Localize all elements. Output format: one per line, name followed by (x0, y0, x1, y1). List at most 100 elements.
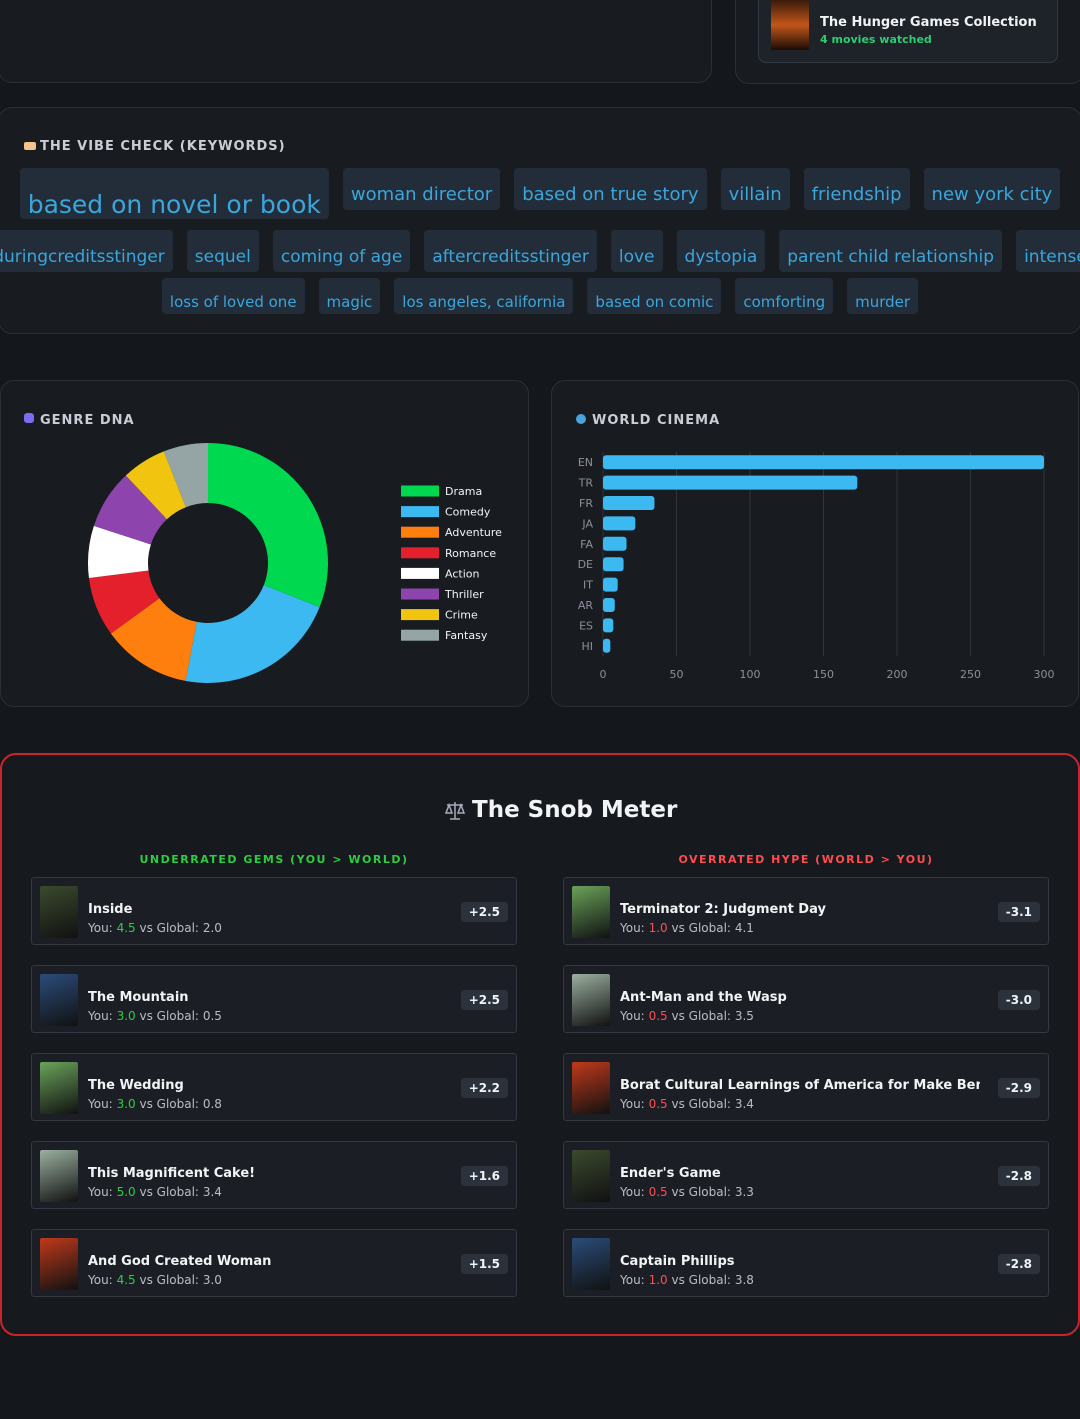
poster (40, 886, 78, 938)
rating-text: 3.0 (116, 1009, 136, 1023)
movie-row[interactable]: Terminator 2: Judgment Day You: 1.0 vs Gl… (563, 877, 1049, 945)
poster (572, 974, 610, 1026)
rating-text: 3.4 (734, 1097, 754, 1111)
rating-text: 4.5 (116, 1273, 136, 1287)
world-card (551, 380, 1079, 707)
keyword-tag[interactable]: comforting (735, 278, 834, 314)
keyword-tag[interactable]: based on comic (587, 278, 722, 314)
rating-text: 3.5 (734, 1009, 754, 1023)
diff-badge: -2.8 (997, 1166, 1040, 1186)
rating-text: vs Global: (671, 1185, 731, 1199)
poster (572, 886, 610, 938)
keyword-row: based on novel or book woman director base… (0, 168, 1080, 219)
movie-title: And God Created Woman (88, 1254, 272, 1269)
keyword-row: duringcreditsstinger sequel coming of age a… (0, 230, 1080, 272)
rating-text: 0.5 (648, 1185, 668, 1199)
movie-title: Borat Cultural Learnings of America for … (620, 1078, 980, 1093)
rating-text: 4.1 (734, 921, 754, 935)
rating-compare: You: 0.5 vs Global: 3.5 (620, 1009, 754, 1023)
rating-text: vs Global: (671, 1097, 731, 1111)
movie-row[interactable]: Inside You: 4.5 vs Global: 2.0 +2.5 (31, 877, 517, 945)
movie-title: Terminator 2: Judgment Day (620, 902, 826, 917)
rating-text: You: (620, 1185, 645, 1199)
rating-compare: You: 4.5 vs Global: 3.0 (88, 1273, 222, 1287)
rating-text: 4.5 (116, 921, 136, 935)
rating-text: vs Global: (671, 921, 731, 935)
movie-title: The Mountain (88, 990, 189, 1005)
rating-text: vs Global: (139, 1009, 199, 1023)
diff-badge: +2.5 (460, 990, 508, 1010)
rating-text: 3.3 (734, 1185, 754, 1199)
diff-badge: +1.6 (460, 1166, 508, 1186)
keyword-tag[interactable]: based on true story (514, 168, 707, 210)
keyword-tag[interactable]: loss of loved one (161, 278, 305, 314)
rating-text: vs Global: (139, 921, 199, 935)
keyword-row: loss of loved one magic los angeles, calif… (0, 278, 1080, 314)
keyword-tag[interactable]: coming of age (272, 230, 411, 272)
keyword-tag[interactable]: dystopia (676, 230, 766, 272)
movie-row[interactable]: And God Created Woman You: 4.5 vs Global:… (31, 1229, 517, 1297)
keyword-tag[interactable]: duringcreditsstinger (0, 230, 173, 272)
keyword-tag[interactable]: murder (847, 278, 919, 314)
keyword-tag[interactable]: los angeles, california (394, 278, 574, 314)
rating-text: You: (88, 1185, 113, 1199)
movie-row[interactable]: The Mountain You: 3.0 vs Global: 0.5 +2.5 (31, 965, 517, 1033)
keyword-tag[interactable]: sequel (186, 230, 259, 272)
rating-text: 5.0 (116, 1185, 136, 1199)
movie-title: The Wedding (88, 1078, 184, 1093)
rating-text: You: (88, 1009, 113, 1023)
rating-text: You: (620, 1097, 645, 1111)
movie-row[interactable]: Captain Phillips You: 1.0 vs Global: 3.8 … (563, 1229, 1049, 1297)
movie-row[interactable]: Ant-Man and the Wasp You: 0.5 vs Global: … (563, 965, 1049, 1033)
rating-text: vs Global: (139, 1273, 199, 1287)
keyword-tag[interactable]: love (610, 230, 663, 272)
movie-row[interactable]: Ender's Game You: 0.5 vs Global: 3.3 -2.8 (563, 1141, 1049, 1209)
collection-item[interactable]: The Hunger Games Collection 4 movies wat… (758, 0, 1058, 63)
keyword-tag[interactable]: magic (318, 278, 381, 314)
diff-badge: +1.5 (460, 1254, 508, 1274)
diff-badge: -2.8 (997, 1254, 1040, 1274)
rating-text: 3.0 (202, 1273, 222, 1287)
rating-text: vs Global: (671, 1273, 731, 1287)
collection-title: The Hunger Games Collection (820, 15, 1037, 30)
rating-compare: You: 5.0 vs Global: 3.4 (88, 1185, 222, 1199)
collection-card: The Hunger Games Collection 4 movies wat… (735, 0, 1080, 84)
collection-count: 4 movies watched (820, 33, 932, 46)
rating-text: You: (88, 1273, 113, 1287)
movie-title: Captain Phillips (620, 1254, 735, 1269)
movie-row[interactable]: Borat Cultural Learnings of America for … (563, 1053, 1049, 1121)
rating-compare: You: 4.5 vs Global: 2.0 (88, 921, 222, 935)
rating-compare: You: 3.0 vs Global: 0.5 (88, 1009, 222, 1023)
keyword-tag[interactable]: intense (1016, 230, 1080, 272)
keyword-tag[interactable]: woman director (342, 168, 501, 210)
diff-badge: +2.5 (460, 902, 508, 922)
poster (40, 1238, 78, 1290)
diff-badge: -2.9 (997, 1078, 1040, 1098)
rating-compare: You: 3.0 vs Global: 0.8 (88, 1097, 222, 1111)
movie-row[interactable]: This Magnificent Cake! You: 5.0 vs Global… (31, 1141, 517, 1209)
snob-title: The Snob Meter (472, 797, 678, 823)
keyword-tag[interactable]: aftercreditsstinger (424, 230, 597, 272)
keyword-tag[interactable]: villain (720, 168, 790, 210)
movie-row[interactable]: The Wedding You: 3.0 vs Global: 0.8 +2.2 (31, 1053, 517, 1121)
rating-text: 1.0 (648, 921, 668, 935)
movie-title: This Magnificent Cake! (88, 1166, 256, 1181)
rating-text: 3.0 (116, 1097, 136, 1111)
rating-text: 0.8 (202, 1097, 222, 1111)
rating-text: 0.5 (648, 1009, 668, 1023)
keyword-tag[interactable]: new york city (923, 168, 1061, 210)
top-card (0, 0, 712, 83)
keyword-tag[interactable]: based on novel or book (19, 168, 329, 219)
keyword-tag[interactable]: friendship (803, 168, 910, 210)
poster (771, 0, 809, 50)
rating-compare: You: 0.5 vs Global: 3.3 (620, 1185, 754, 1199)
section-title: THE VIBE CHECK (KEYWORDS) (40, 139, 286, 154)
poster (572, 1062, 610, 1114)
poster (40, 1150, 78, 1202)
rating-text: 1.0 (648, 1273, 668, 1287)
keyword-tag[interactable]: parent child relationship (779, 230, 1003, 272)
rating-text: 3.8 (734, 1273, 754, 1287)
rating-text: You: (88, 1097, 113, 1111)
rating-text: 3.4 (202, 1185, 222, 1199)
